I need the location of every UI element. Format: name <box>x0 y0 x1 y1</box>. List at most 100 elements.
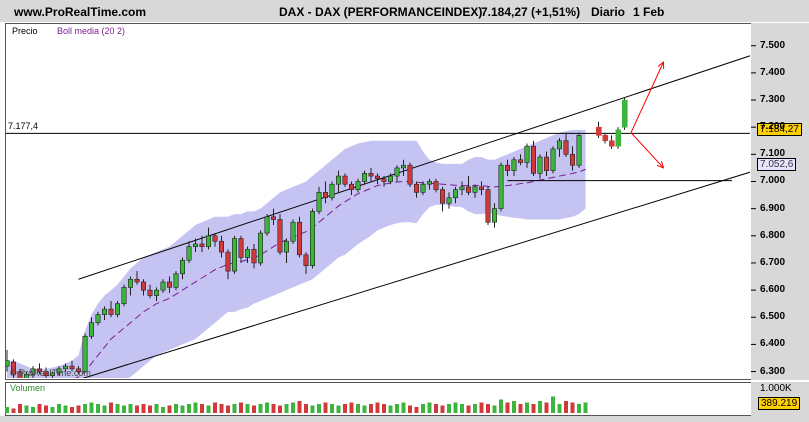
candle-15-body <box>102 308 108 315</box>
y-tick-label: 7.200 <box>760 121 786 133</box>
candle-5-body <box>36 368 42 372</box>
volume-bar-32 <box>213 402 217 413</box>
volume-bar-60 <box>395 404 399 413</box>
candle-9-body <box>62 365 68 370</box>
candle-26-body <box>173 273 179 288</box>
candle-82-body <box>537 156 543 174</box>
volume-bar-2 <box>18 404 22 413</box>
volume-bar-23 <box>154 404 159 413</box>
candle-57-body <box>374 175 380 180</box>
volume-bar-57 <box>375 402 380 413</box>
candle-14-body <box>95 314 101 323</box>
volume-bar-65 <box>427 402 432 413</box>
volume-bar-14 <box>96 404 100 413</box>
volume-bar-81 <box>531 404 536 413</box>
title-bar: www.ProRealTime.com DAX - DAX (PERFORMAN… <box>0 0 809 22</box>
candle-71-body <box>465 186 471 193</box>
volume-bar-42 <box>278 405 282 413</box>
volume-bar-0 <box>5 407 9 413</box>
volume-bar-71 <box>466 405 471 413</box>
volume-bar-77 <box>505 402 510 413</box>
candle-70-body <box>459 186 465 190</box>
projection-arrow-1 <box>630 132 664 169</box>
candle-63-body <box>413 183 419 193</box>
candle-12-body <box>82 335 88 372</box>
volume-bar-41 <box>271 404 276 413</box>
candle-21-body <box>141 281 147 291</box>
date-label: 1 Feb <box>633 5 665 19</box>
volume-bar-34 <box>226 405 230 413</box>
candle-18-body <box>121 287 127 304</box>
projection-candle-3-body <box>615 129 622 147</box>
volume-bar-70 <box>460 404 464 413</box>
candle-47-body <box>309 211 315 266</box>
y-tick-label: 7.500 <box>760 39 786 51</box>
y-tick-label: 6.800 <box>760 229 786 241</box>
bollinger-middle-line <box>74 168 586 378</box>
candle-17-body <box>115 303 121 315</box>
price-axis[interactable] <box>751 23 809 380</box>
volume-bar-4 <box>31 407 35 413</box>
candle-72-body <box>472 186 478 193</box>
volume-bar-9 <box>63 405 68 413</box>
candle-10-body <box>69 365 75 370</box>
volume-bar-68 <box>447 404 451 413</box>
volume-bar-18 <box>122 405 126 413</box>
candle-56-body <box>368 173 374 177</box>
candle-75-body <box>491 208 497 223</box>
volume-bar-76 <box>499 399 503 413</box>
candle-44-body <box>290 221 296 242</box>
volume-bar-19 <box>128 404 133 413</box>
candle-76-body <box>498 164 504 209</box>
candle-1-body <box>11 361 17 375</box>
y-tick-label: 6.700 <box>760 256 786 268</box>
volume-bar-53 <box>349 402 354 413</box>
volume-bar-27 <box>180 405 185 413</box>
projection-candle-1-body <box>602 135 609 142</box>
y-tick-label: 6.900 <box>760 202 786 214</box>
volume-bar-11 <box>76 405 81 413</box>
candle-67-body <box>439 189 445 204</box>
candle-20-body <box>134 278 140 283</box>
volume-bar-5 <box>37 404 42 413</box>
candle-87-body <box>569 154 575 166</box>
candle-53-body <box>348 183 354 190</box>
channel-upper-line <box>78 55 750 280</box>
volume-bar-86 <box>564 401 568 413</box>
volume-bar-52 <box>343 404 347 413</box>
volume-bar-56 <box>369 404 373 413</box>
candle-11-body <box>76 368 82 372</box>
volume-bar-10 <box>70 407 74 413</box>
volume-scale-max: 1.000K <box>760 383 792 394</box>
volume-bar-88 <box>577 404 581 413</box>
y-tick-label: 6.500 <box>760 311 786 323</box>
volume-bar-51 <box>336 405 341 413</box>
volume-bar-39 <box>258 404 263 413</box>
volume-bar-43 <box>284 404 289 413</box>
candle-86-body <box>563 140 569 155</box>
candle-59-body <box>387 175 393 182</box>
volume-bar-36 <box>239 402 243 413</box>
y-tick-label: 6.400 <box>760 338 786 350</box>
candle-24-body <box>160 281 166 291</box>
projection-candle-0-body <box>595 126 602 136</box>
volume-bar-48 <box>317 404 321 413</box>
price-label: Precio <box>12 26 38 36</box>
candle-66-body <box>433 181 439 190</box>
candle-43-body <box>283 240 289 253</box>
candle-4-body <box>30 368 36 375</box>
candle-88-body <box>576 135 582 166</box>
projection-candle-2-body <box>608 140 615 147</box>
candle-84-body <box>550 148 556 171</box>
volume-bar-64 <box>421 404 425 413</box>
candle-42-body <box>277 219 283 253</box>
candle-58-body <box>381 178 387 182</box>
candle-34-body <box>225 251 231 272</box>
volume-bar-17 <box>115 404 120 413</box>
volume-bar-85 <box>557 404 562 413</box>
site-name[interactable]: www.ProRealTime.com <box>14 5 147 19</box>
bottom-strip <box>0 416 809 422</box>
bollinger-label: Boll media (20 2) <box>57 26 126 36</box>
volume-bar-89 <box>583 402 588 413</box>
candle-73-body <box>478 186 484 190</box>
